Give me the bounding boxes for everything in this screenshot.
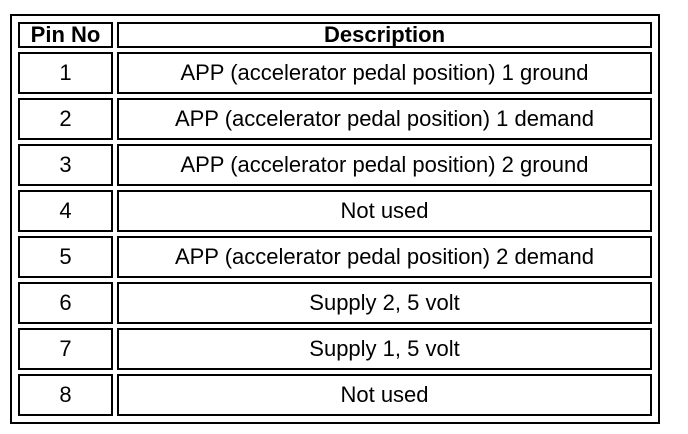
table-row: 4 Not used xyxy=(18,190,652,232)
pin-cell: 7 xyxy=(18,328,113,370)
pin-cell: 2 xyxy=(18,98,113,140)
pin-cell: 8 xyxy=(18,374,113,416)
description-cell: Not used xyxy=(117,190,652,232)
description-cell: APP (accelerator pedal position) 1 deman… xyxy=(117,98,652,140)
description-cell: APP (accelerator pedal position) 1 groun… xyxy=(117,52,652,94)
table-row: 5 APP (accelerator pedal position) 2 dema… xyxy=(18,236,652,278)
pin-cell: 4 xyxy=(18,190,113,232)
description-cell: APP (accelerator pedal position) 2 groun… xyxy=(117,144,652,186)
table-row: 8 Not used xyxy=(18,374,652,416)
description-cell: APP (accelerator pedal position) 2 deman… xyxy=(117,236,652,278)
table-row: 3 APP (accelerator pedal position) 2 grou… xyxy=(18,144,652,186)
pin-cell: 5 xyxy=(18,236,113,278)
header-pin-no: Pin No xyxy=(18,22,113,48)
description-cell: Supply 1, 5 volt xyxy=(117,328,652,370)
pin-cell: 3 xyxy=(18,144,113,186)
pin-cell: 1 xyxy=(18,52,113,94)
table-row: 7 Supply 1, 5 volt xyxy=(18,328,652,370)
description-cell: Not used xyxy=(117,374,652,416)
header-row: Pin No Description xyxy=(18,22,652,48)
table-row: 6 Supply 2, 5 volt xyxy=(18,282,652,324)
pin-table-frame: Pin No Description 1 APP (accelerator ped… xyxy=(10,14,660,424)
table-row: 2 APP (accelerator pedal position) 1 dema… xyxy=(18,98,652,140)
header-description: Description xyxy=(117,22,652,48)
pin-cell: 6 xyxy=(18,282,113,324)
pin-table: Pin No Description 1 APP (accelerator ped… xyxy=(14,18,656,420)
table-row: 1 APP (accelerator pedal position) 1 grou… xyxy=(18,52,652,94)
description-cell: Supply 2, 5 volt xyxy=(117,282,652,324)
